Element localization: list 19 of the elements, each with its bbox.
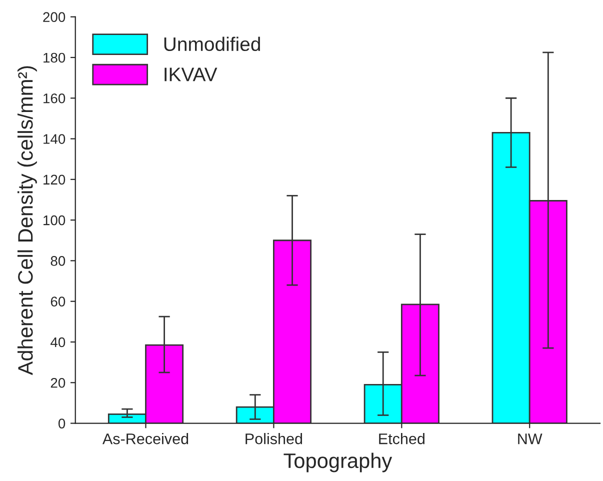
legend-label: Unmodified	[164, 36, 260, 52]
y-tick-label: 120	[44, 174, 66, 185]
y-tick-label: 200	[43, 12, 66, 22]
y-axis-title: Adherent Cell Density (cells/mm²)	[18, 66, 37, 376]
y-tick-label: 20	[50, 378, 66, 388]
x-tick-label: As-Received	[102, 433, 188, 444]
x-tick-label: Polished	[246, 433, 302, 444]
y-tick-label: 80	[50, 256, 66, 266]
legend-label: IKVAV	[164, 68, 218, 82]
y-tick-label: 180	[44, 52, 66, 63]
x-axis-title: Topography	[284, 452, 392, 472]
y-tick-label: 60	[50, 296, 66, 307]
y-tick-label: 40	[50, 337, 66, 348]
y-tick-label: 100	[44, 215, 66, 226]
y-tick-label: 160	[44, 93, 66, 104]
y-tick-label: 0	[58, 418, 66, 428]
x-tick-label: Etched	[379, 433, 424, 444]
y-tick-label: 140	[44, 134, 66, 144]
x-tick-label: NW	[518, 434, 542, 444]
